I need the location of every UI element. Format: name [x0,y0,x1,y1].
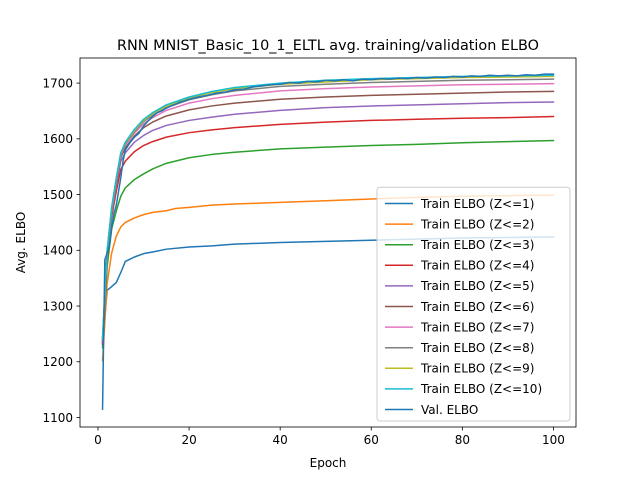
x-tick-label: 100 [542,433,565,447]
chart-title: RNN MNIST_Basic_10_1_ELTL avg. training/… [117,38,539,54]
y-tick-label: 1700 [42,76,73,90]
legend-entry-label: Train ELBO (Z<=4) [420,259,534,273]
plot-frame [79,57,577,428]
series-layer [101,73,555,410]
y-tick-label: 1300 [42,299,73,313]
x-axis-label: Epoch [310,456,347,470]
legend-entry-label: Train ELBO (Z<=8) [420,341,534,355]
legend-entry-label: Train ELBO (Z<=3) [420,238,534,252]
legend-entry-label: Train ELBO (Z<=9) [420,362,534,376]
x-tick-label: 0 [94,433,102,447]
legend-entry-label: Val. ELBO [421,403,478,417]
legend-entry-label: Train ELBO (Z<=6) [420,300,534,314]
x-axis-ticks: 0 20 40 60 80 100 [94,427,565,447]
legend-entry-label: Train ELBO (Z<=1) [420,197,534,211]
y-tick-label: 1600 [42,132,73,146]
legend-entry-label: Train ELBO (Z<=2) [420,217,534,231]
y-tick-label: 1400 [42,244,73,258]
y-axis-label: Avg. ELBO [14,212,28,274]
series-line-11 [101,73,555,410]
legend-entry-label: Train ELBO (Z<=5) [420,279,534,293]
legend-box [376,186,571,422]
y-tick-label: 1100 [42,411,73,425]
series-line-3 [101,139,555,349]
y-axis-ticks: 1100 1200 1300 1400 1500 1600 1700 [42,76,80,425]
x-tick-label: 20 [181,433,196,447]
legend: Train ELBO (Z<=1) Train ELBO (Z<=2) Train … [376,186,571,422]
series-line-4 [101,115,555,345]
legend-entry-label: Train ELBO (Z<=7) [420,320,534,334]
y-tick-label: 1200 [42,355,73,369]
x-tick-label: 40 [273,433,288,447]
x-tick-label: 60 [364,433,379,447]
legend-entry-label: Train ELBO (Z<=10) [420,382,542,396]
y-tick-label: 1500 [42,188,73,202]
x-tick-label: 80 [455,433,470,447]
